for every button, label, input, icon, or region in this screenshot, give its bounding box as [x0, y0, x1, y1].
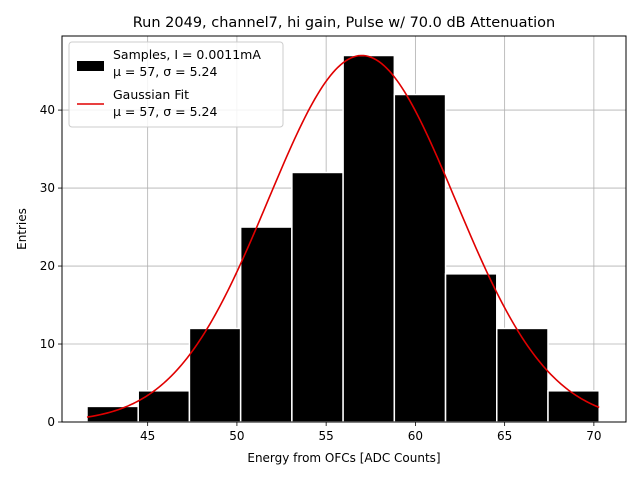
y-tick-label: 0 — [47, 415, 55, 429]
x-tick-label: 60 — [408, 429, 423, 443]
x-tick-label: 65 — [497, 429, 512, 443]
legend: Samples, I = 0.0011mA μ = 57, σ = 5.24 G… — [68, 41, 284, 128]
legend-samples-swatch — [77, 61, 104, 71]
y-axis-ticks: 0 10 20 30 40 — [40, 103, 62, 429]
plot-frame — [61, 35, 627, 423]
legend-fit-label: Gaussian Fit — [113, 87, 189, 102]
x-tick-label: 50 — [229, 429, 244, 443]
histogram-bar — [188, 327, 242, 423]
histogram-bar — [86, 405, 139, 423]
histogram-bar — [393, 93, 447, 423]
y-tick-label: 20 — [40, 259, 55, 273]
histogram-bar — [137, 390, 191, 423]
x-axis-label: Energy from OFCs [ADC Counts] — [247, 451, 440, 465]
chart-title: Run 2049, channel7, hi gain, Pulse w/ 70… — [133, 15, 556, 31]
x-tick-label: 55 — [319, 429, 334, 443]
histogram-bar — [496, 327, 549, 423]
histogram-bar — [342, 54, 396, 423]
y-tick-label: 10 — [40, 337, 55, 351]
legend-samples-label: Samples, I = 0.0011mA — [113, 47, 261, 62]
legend-box — [68, 41, 284, 128]
y-axis-label: Entries — [15, 208, 29, 250]
y-tick-label: 40 — [40, 103, 55, 117]
histogram-bar — [291, 171, 344, 423]
histogram-bar — [239, 226, 293, 423]
x-tick-label: 70 — [586, 429, 601, 443]
x-axis-ticks: 45 50 55 60 65 70 — [140, 422, 602, 443]
histogram-bars — [86, 54, 600, 423]
histogram-bar — [444, 273, 498, 423]
legend-fit-stats: μ = 57, σ = 5.24 — [113, 104, 217, 119]
fit-curve-group — [86, 54, 600, 418]
x-tick-label: 45 — [140, 429, 155, 443]
gaussian-fit-curve — [86, 54, 600, 418]
y-tick-label: 30 — [40, 181, 55, 195]
legend-samples-stats: μ = 57, σ = 5.24 — [113, 64, 217, 79]
histogram-bar — [547, 390, 600, 423]
